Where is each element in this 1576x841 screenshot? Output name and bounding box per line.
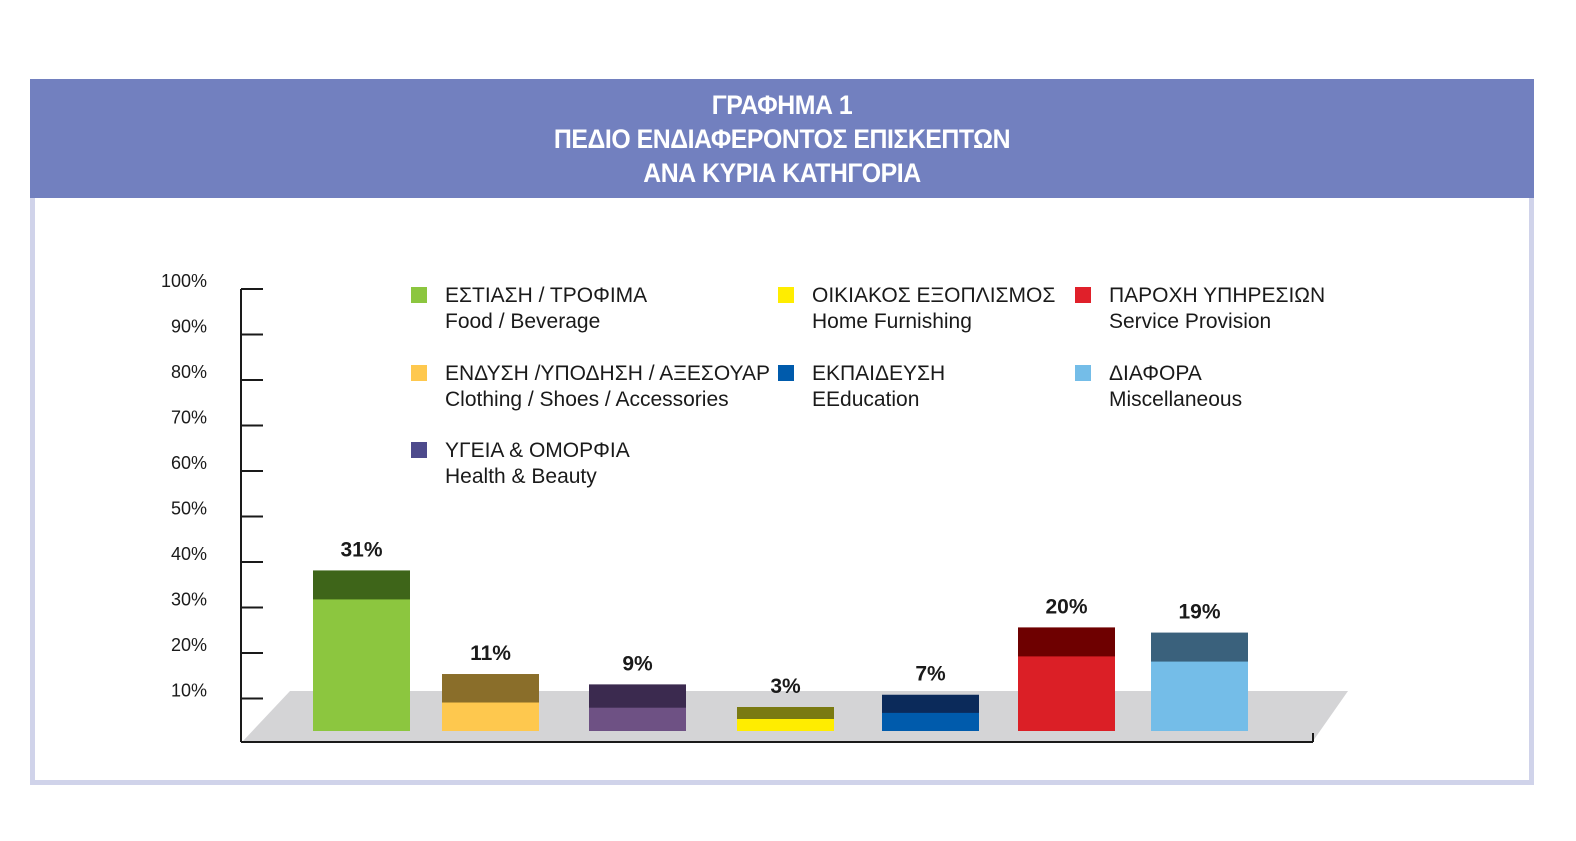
chart-title-line-2: ΠΕΔΙΟ ΕΝΔΙΑΦΕΡΟΝΤΟΣ ΕΠΙΣΚΕΠΤΩΝ [553, 124, 1011, 154]
legend-label-english: Health & Beauty [445, 465, 597, 488]
bar-value-label: 31% [340, 538, 382, 561]
legend-swatch [1075, 287, 1091, 303]
legend-swatch [411, 365, 427, 381]
chart-title-line-3: ΑΝΑ ΚΥΡΙΑ ΚΑΤΗΓΟΡΙΑ [643, 158, 921, 188]
legend-swatch [1075, 365, 1091, 381]
legend-label-greek: ΥΓΕΙΑ & ΟΜΟΡΦΙΑ [445, 439, 630, 462]
legend-label-greek: ΕΝΔΥΣΗ /ΥΠΟΔΗΣΗ / ΑΞΕΣΟΥΑΡ [445, 362, 770, 385]
bar [313, 599, 410, 731]
y-tick-label: 50% [171, 499, 207, 519]
y-tick-label: 40% [171, 544, 207, 564]
bar [882, 712, 979, 731]
legend-label-english: Miscellaneous [1109, 388, 1243, 411]
bar [1018, 656, 1115, 731]
legend-label-greek: ΔΙΑΦΟΡΑ [1109, 362, 1202, 385]
chart-header: ΓΡΑΦΗΜΑ 1 ΠΕΔΙΟ ΕΝΔΙΑΦΕΡΟΝΤΟΣ ΕΠΙΣΚΕΠΤΩΝ… [30, 79, 1534, 198]
legend-label-english: Home Furnishing [812, 310, 972, 333]
bar-value-label: 19% [1178, 601, 1220, 624]
legend-swatch [778, 287, 794, 303]
legend-swatch [411, 287, 427, 303]
legend-label-english: EEducation [812, 388, 920, 411]
bar [1151, 661, 1248, 731]
legend-label-english: Service Provision [1109, 310, 1272, 333]
y-tick-label: 20% [171, 635, 207, 655]
y-tick-label: 90% [171, 317, 207, 337]
bar-value-label: 20% [1045, 595, 1087, 618]
legend-swatch [411, 442, 427, 458]
legend-label-greek: ΟΙΚΙΑΚΟΣ ΕΞΟΠΛΙΣΜΟΣ [812, 284, 1056, 307]
legend-label-greek: ΕΣΤΙΑΣΗ / ΤΡΟΦΙΜΑ [445, 284, 648, 307]
legend-label-english: Clothing / Shoes / Accessories [445, 388, 729, 411]
legend-label-greek: ΕΚΠΑΙΔΕΥΣΗ [812, 362, 946, 385]
legend-label-greek: ΠΑΡΟΧΗ ΥΠΗΡΕΣΙΩΝ [1109, 284, 1326, 307]
bar-value-label: 11% [470, 642, 511, 665]
bar-value-label: 7% [915, 663, 946, 686]
bar-value-label: 9% [622, 652, 653, 675]
bar [737, 719, 834, 731]
y-tick-label: 60% [171, 453, 207, 473]
y-tick-label: 10% [171, 681, 207, 701]
chart-title-line-1: ΓΡΑΦΗΜΑ 1 [711, 90, 853, 120]
y-tick-label: 30% [171, 590, 207, 610]
y-tick-label: 70% [171, 408, 207, 428]
y-tick-label: 100% [161, 271, 207, 291]
legend-label-english: Food / Beverage [445, 310, 601, 333]
bar [442, 702, 539, 731]
y-tick-label: 80% [171, 362, 207, 382]
bar-value-label: 3% [770, 675, 801, 698]
legend-swatch [778, 365, 794, 381]
bar [589, 707, 686, 731]
